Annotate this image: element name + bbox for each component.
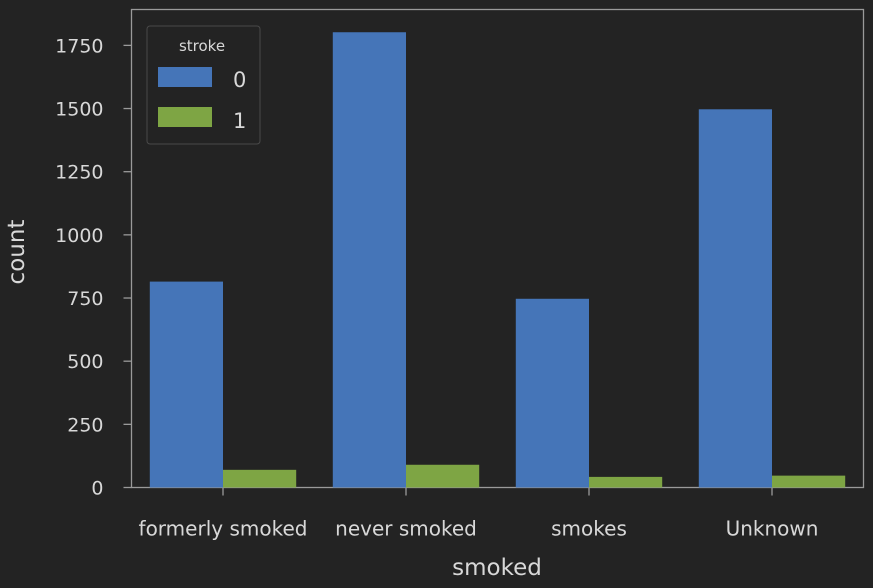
bar-smokes-stroke-1 <box>589 476 663 488</box>
plot-frame <box>130 8 865 489</box>
x-axis-label: smoked <box>452 555 542 581</box>
bar-smokes-stroke-0 <box>515 298 589 488</box>
bar-unknown-stroke-0 <box>698 109 772 488</box>
legend: stroke 0 1 <box>146 25 261 145</box>
bar-unknown-stroke-1 <box>772 475 846 488</box>
y-axis: 0 250 500 750 1000 1250 1500 1750 <box>55 35 132 500</box>
bar-formerly-smoked-stroke-0 <box>149 281 223 488</box>
bar-formerly-smoked-stroke-1 <box>223 469 297 488</box>
y-tick-label: 750 <box>67 288 103 310</box>
y-tick-label: 250 <box>67 414 103 436</box>
y-tick-label: 1250 <box>55 162 103 184</box>
y-tick-label: 500 <box>67 351 103 373</box>
bar-never-smoked-stroke-1 <box>406 464 480 488</box>
x-tick-label: formerly smoked <box>139 517 308 541</box>
y-axis-label: count <box>4 220 30 285</box>
y-tick-label: 0 <box>91 478 103 500</box>
x-tick-label: smokes <box>551 517 627 541</box>
x-tick-label: never smoked <box>335 517 477 541</box>
legend-swatch-0 <box>158 67 212 87</box>
y-tick-label: 1500 <box>55 99 103 121</box>
legend-title: stroke <box>179 37 225 55</box>
bars-layer <box>149 32 846 488</box>
legend-label-0: 0 <box>233 68 246 92</box>
bar-never-smoked-stroke-0 <box>332 32 406 488</box>
x-tick-label: Unknown <box>726 517 819 541</box>
x-axis: formerly smoked never smoked smokes Unknown <box>139 487 819 541</box>
legend-label-1: 1 <box>233 109 246 133</box>
legend-swatch-1 <box>158 107 212 127</box>
y-tick-label: 1000 <box>55 225 103 247</box>
y-tick-label: 1750 <box>55 35 103 57</box>
